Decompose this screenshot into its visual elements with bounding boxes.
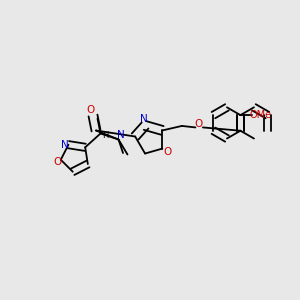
Text: H: H xyxy=(102,131,108,140)
Text: O: O xyxy=(164,147,172,157)
Text: N: N xyxy=(140,114,147,124)
Text: O: O xyxy=(86,105,95,115)
Text: N: N xyxy=(117,130,125,140)
Text: O: O xyxy=(53,157,61,167)
Text: O: O xyxy=(195,119,203,129)
Text: OMe: OMe xyxy=(250,110,272,120)
Text: N: N xyxy=(61,140,69,150)
